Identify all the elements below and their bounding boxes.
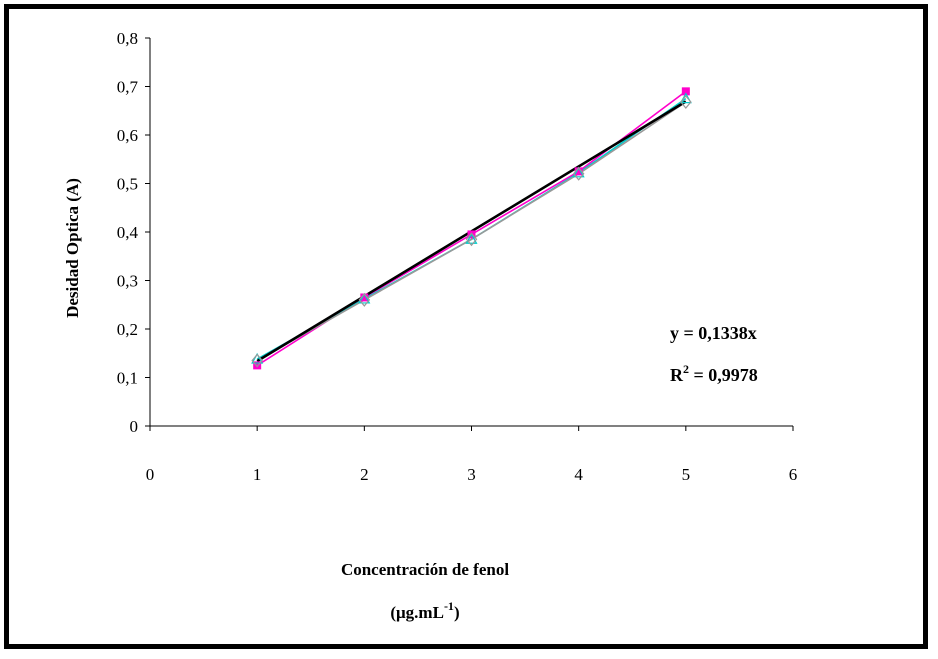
x-axis-title-line1: Concentración de fenol xyxy=(341,560,509,579)
trendline-group xyxy=(256,90,687,367)
square-marker xyxy=(253,361,262,370)
triangle-marker xyxy=(572,166,585,178)
y-tick-label: 0,5 xyxy=(117,175,138,194)
square-marker xyxy=(574,167,583,176)
diamond-marker xyxy=(680,95,692,109)
y-tick-label: 0 xyxy=(130,417,139,436)
x-tick-label: 3 xyxy=(467,465,476,484)
r-squared-sup: 2 xyxy=(683,362,689,376)
y-tick-label: 0,4 xyxy=(117,223,139,242)
x-axis-title-line2: (μg.mL-1) xyxy=(390,599,459,622)
series-line xyxy=(256,101,687,362)
r-squared-value: = 0,9978 xyxy=(689,365,758,385)
x-axis-unit-prefix: (μg.mL xyxy=(390,603,444,622)
r-squared-prefix: R xyxy=(670,365,684,385)
chart-frame xyxy=(4,4,928,649)
y-tick-label: 0,3 xyxy=(117,272,138,291)
tick-labels: 0 0,1 0,2 0,3 0,4 0,5 0,6 0,7 0,8 0 1 2 3 4 5 6 xyxy=(117,29,798,484)
equation-label: y = 0,1338x xyxy=(670,323,757,343)
square-marker xyxy=(681,87,690,96)
x-tick-label: 6 xyxy=(789,465,798,484)
x-tick-label: 4 xyxy=(574,465,583,484)
y-tick-label: 0,6 xyxy=(117,126,138,145)
diamond-marker xyxy=(358,292,371,307)
y-tick-label: 0,7 xyxy=(117,78,139,97)
y-axis-title: Desidad Optica (A) xyxy=(63,178,82,318)
square-marker xyxy=(360,293,369,302)
y-tick-label: 0,8 xyxy=(117,29,138,48)
x-tick-label: 5 xyxy=(682,465,691,484)
y-tick-label: 0,2 xyxy=(117,320,138,339)
x-tick-label: 0 xyxy=(146,465,155,484)
x-axis-unit-sup: -1 xyxy=(444,599,454,613)
r-squared-label: R2 = 0,9978 xyxy=(670,362,758,385)
x-axis-unit-suffix: ) xyxy=(454,603,460,622)
diamond-marker xyxy=(465,232,478,247)
data-points xyxy=(251,87,692,370)
x-tick-label: 2 xyxy=(360,465,369,484)
triangle-marker xyxy=(251,352,264,364)
triangle-marker xyxy=(358,292,371,304)
y-tick-label: 0,1 xyxy=(117,369,138,388)
diamond-marker xyxy=(572,166,585,181)
series-line xyxy=(256,97,687,360)
axes xyxy=(145,37,794,431)
diamond-marker xyxy=(251,353,263,368)
triangle-marker xyxy=(465,233,478,244)
x-tick-label: 1 xyxy=(253,465,262,484)
